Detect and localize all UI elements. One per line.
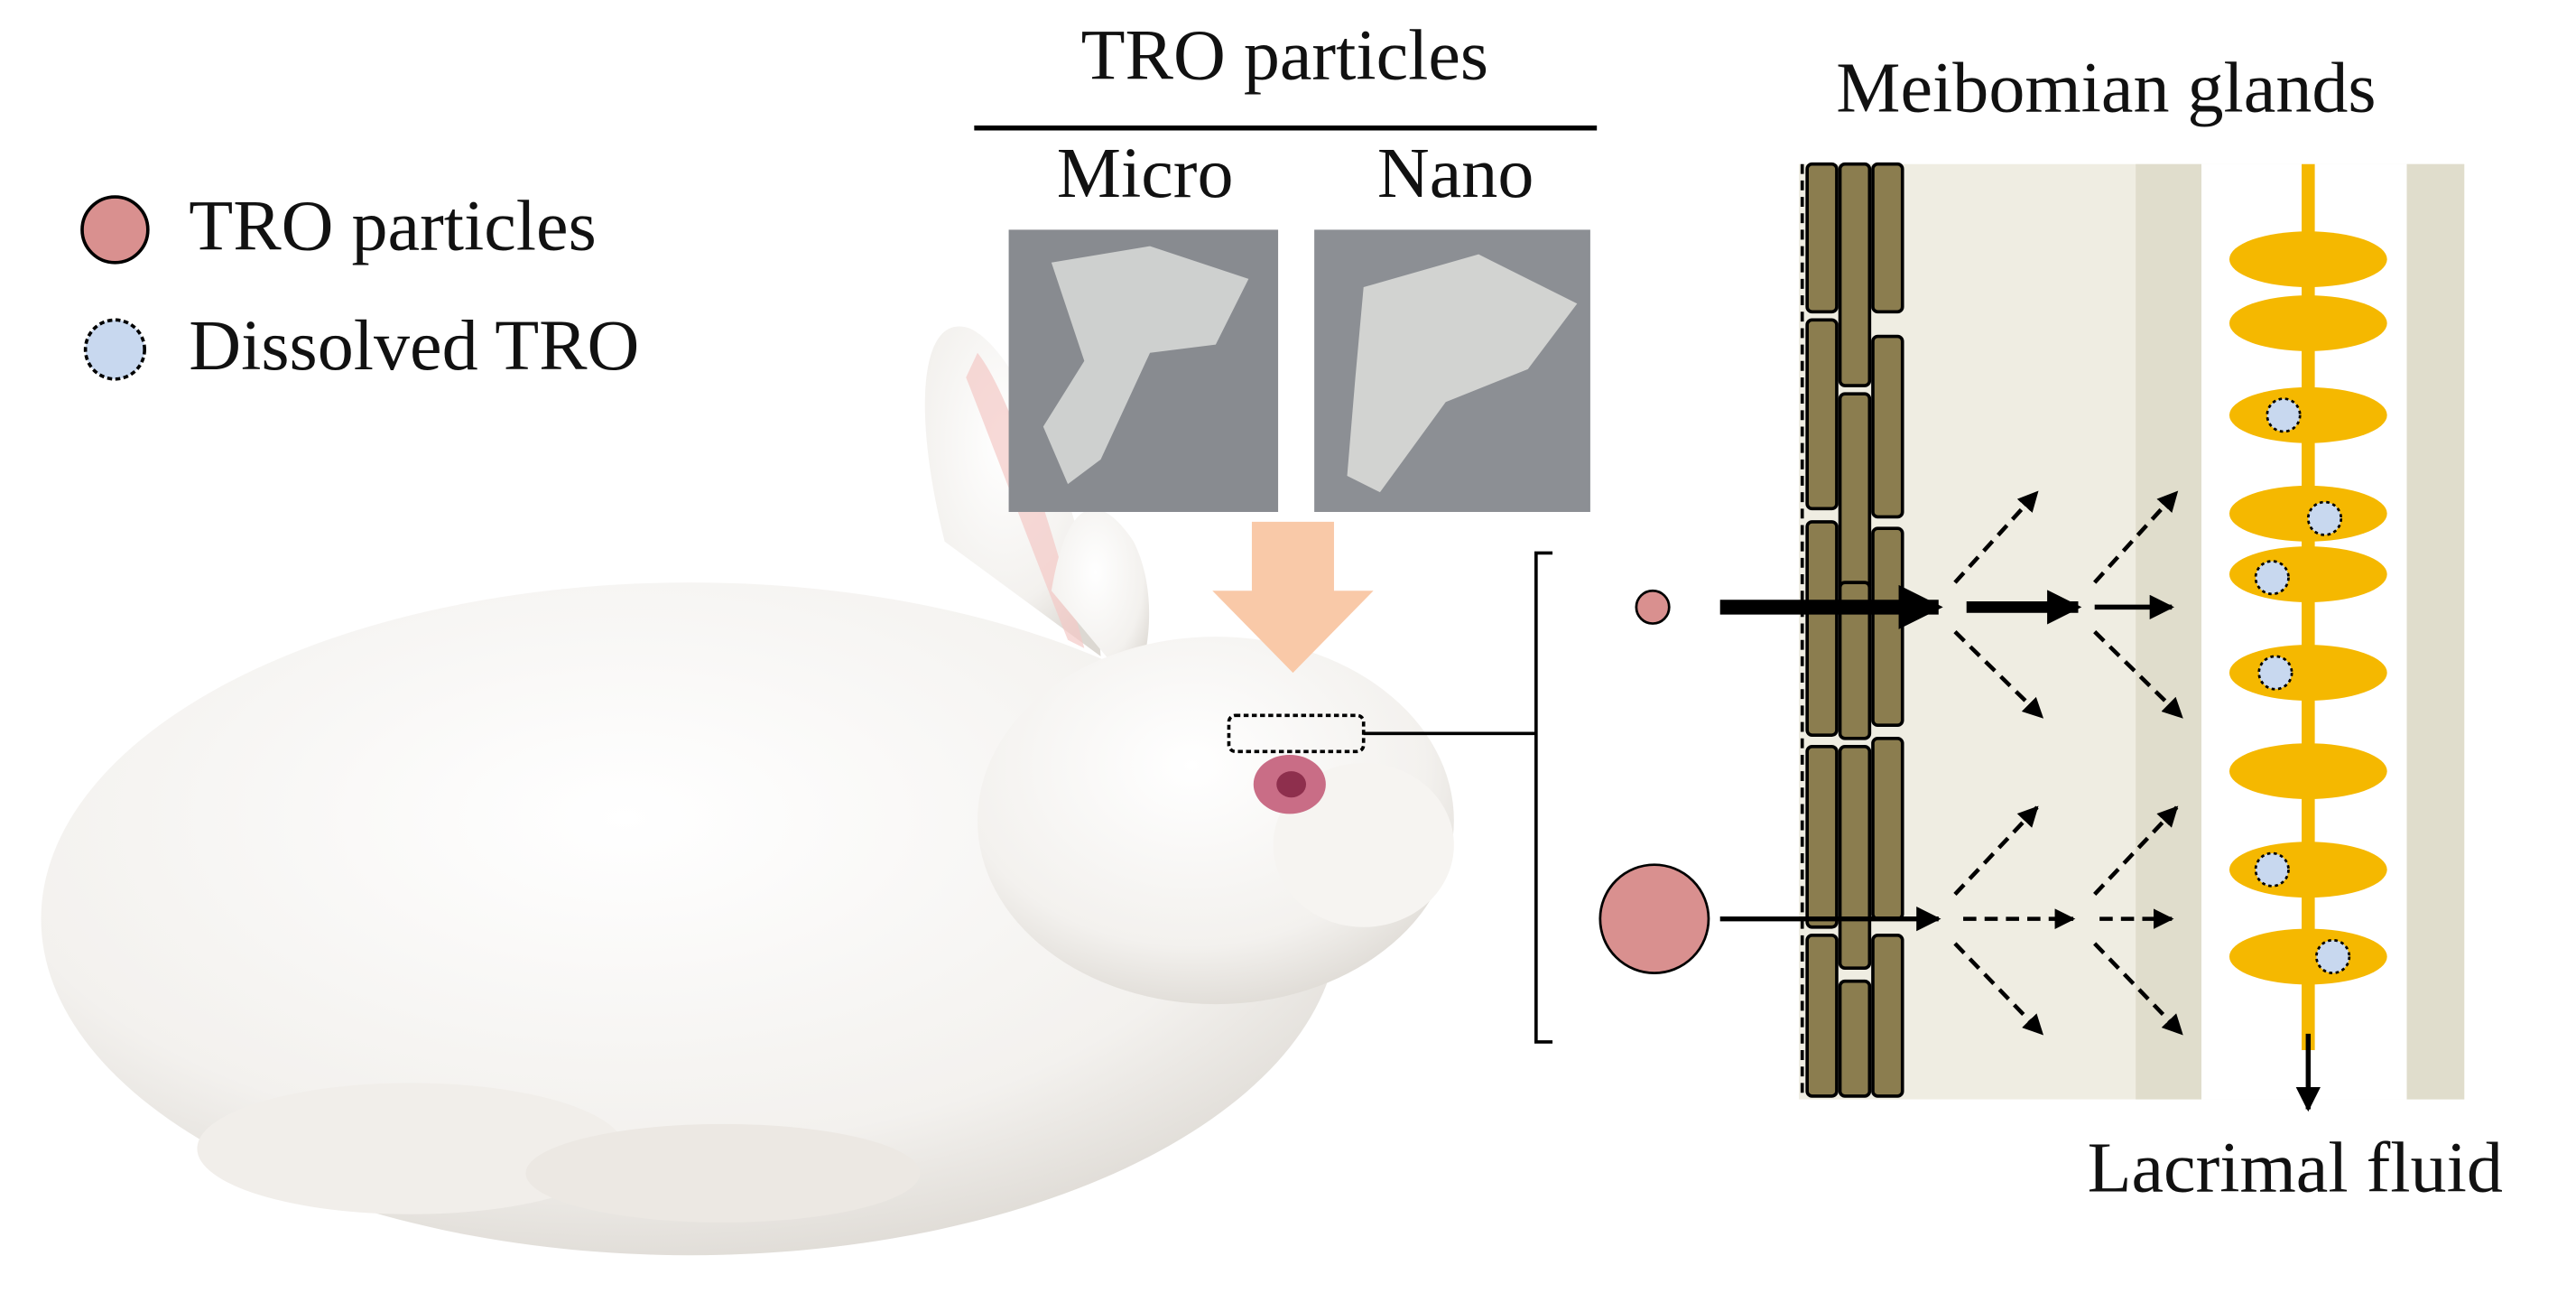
legend-label: TRO particles bbox=[189, 186, 596, 265]
legend-dissolved bbox=[83, 318, 146, 381]
bracket bbox=[1534, 551, 1553, 1044]
legend-particle bbox=[80, 195, 150, 265]
rabbit bbox=[41, 326, 1454, 1256]
transport-arrows bbox=[1719, 490, 2183, 1036]
photo-label: Micro bbox=[1057, 134, 1234, 213]
photo-label: Nano bbox=[1377, 134, 1534, 213]
tissue-layer bbox=[2136, 163, 2202, 1100]
epithelium bbox=[1805, 162, 1904, 1098]
gel bbox=[1042, 246, 1249, 485]
gland bbox=[2229, 163, 2387, 1112]
tissue-layer bbox=[2406, 163, 2465, 1100]
micro-particle bbox=[1598, 863, 1710, 974]
legend-label: Dissolved TRO bbox=[189, 306, 639, 386]
glands-title: Meibomian glands bbox=[1836, 49, 2376, 128]
glands-output: Lacrimal fluid bbox=[2088, 1129, 2503, 1208]
nano-particle bbox=[1635, 589, 1671, 625]
photos-title: TRO particles bbox=[1081, 15, 1488, 95]
gel bbox=[1347, 254, 1578, 493]
apply-arrow bbox=[1212, 521, 1374, 674]
